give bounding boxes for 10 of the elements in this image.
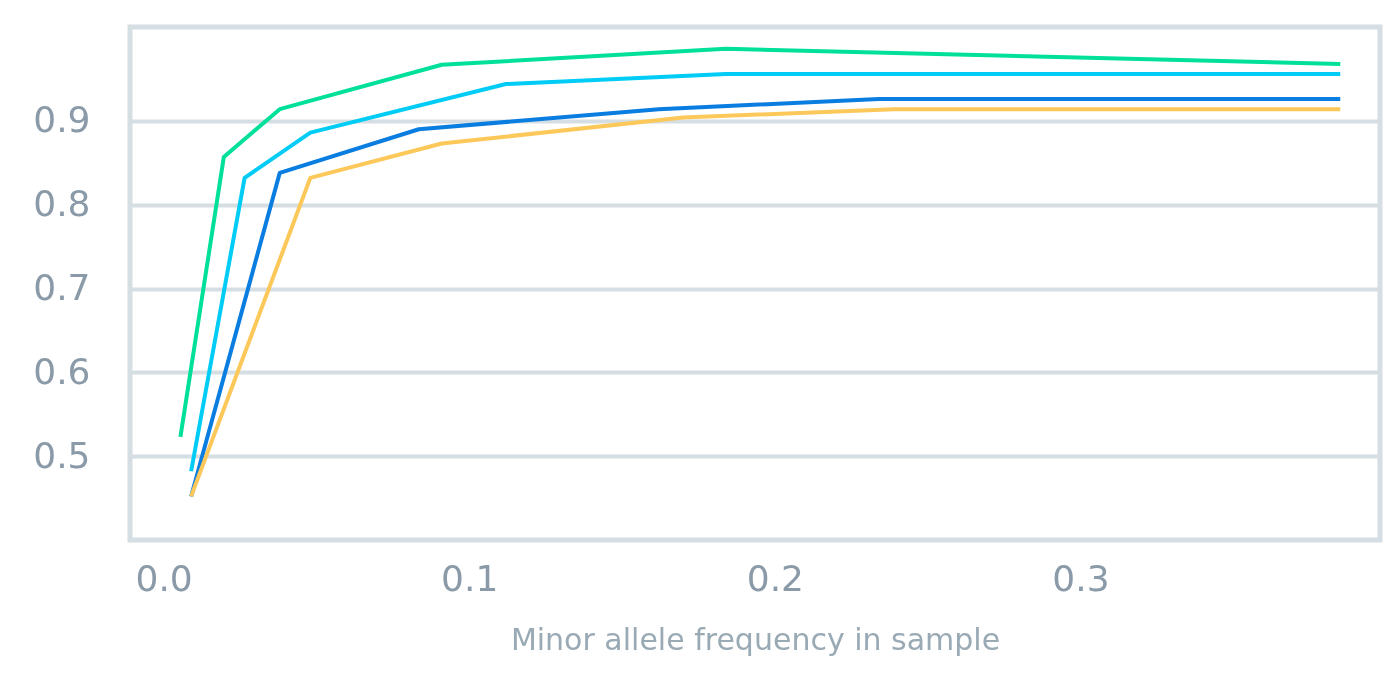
x-tick-label: 0.0 <box>135 557 193 599</box>
x-tick-label: 0.3 <box>1052 557 1110 599</box>
y-tick-label: 0.5 <box>33 434 91 476</box>
y-tick-label: 0.9 <box>33 99 91 141</box>
x-tick-label: 0.2 <box>746 557 804 599</box>
x-axis-title: Minor allele frequency in sample <box>510 621 1001 657</box>
y-tick-label: 0.6 <box>33 350 91 392</box>
x-tick-label: 0.1 <box>441 557 499 599</box>
y-tick-label: 0.8 <box>33 183 91 225</box>
y-tick-label: 0.7 <box>33 267 91 309</box>
